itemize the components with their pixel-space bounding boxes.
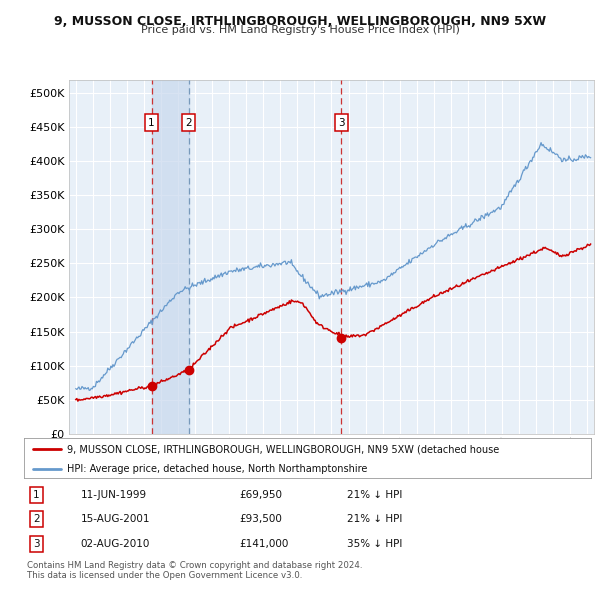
Text: £93,500: £93,500 xyxy=(239,514,283,524)
Text: £141,000: £141,000 xyxy=(239,539,289,549)
Text: Price paid vs. HM Land Registry's House Price Index (HPI): Price paid vs. HM Land Registry's House … xyxy=(140,25,460,35)
Text: 02-AUG-2010: 02-AUG-2010 xyxy=(80,539,150,549)
Text: 11-JUN-1999: 11-JUN-1999 xyxy=(80,490,147,500)
Text: HPI: Average price, detached house, North Northamptonshire: HPI: Average price, detached house, Nort… xyxy=(67,464,367,474)
Text: 21% ↓ HPI: 21% ↓ HPI xyxy=(347,490,403,500)
Text: 3: 3 xyxy=(338,117,344,127)
Text: 15-AUG-2001: 15-AUG-2001 xyxy=(80,514,150,524)
Text: 9, MUSSON CLOSE, IRTHLINGBOROUGH, WELLINGBOROUGH, NN9 5XW (detached house: 9, MUSSON CLOSE, IRTHLINGBOROUGH, WELLIN… xyxy=(67,444,499,454)
Bar xyxy=(151,80,188,434)
Text: Contains HM Land Registry data © Crown copyright and database right 2024.
This d: Contains HM Land Registry data © Crown c… xyxy=(27,560,362,580)
Text: 2: 2 xyxy=(185,117,192,127)
Text: 1: 1 xyxy=(148,117,155,127)
Text: 21% ↓ HPI: 21% ↓ HPI xyxy=(347,514,403,524)
Text: 2: 2 xyxy=(33,514,40,524)
Text: 3: 3 xyxy=(33,539,40,549)
Text: £69,950: £69,950 xyxy=(239,490,283,500)
Text: 35% ↓ HPI: 35% ↓ HPI xyxy=(347,539,403,549)
Text: 9, MUSSON CLOSE, IRTHLINGBOROUGH, WELLINGBOROUGH, NN9 5XW: 9, MUSSON CLOSE, IRTHLINGBOROUGH, WELLIN… xyxy=(54,15,546,28)
Text: 1: 1 xyxy=(33,490,40,500)
